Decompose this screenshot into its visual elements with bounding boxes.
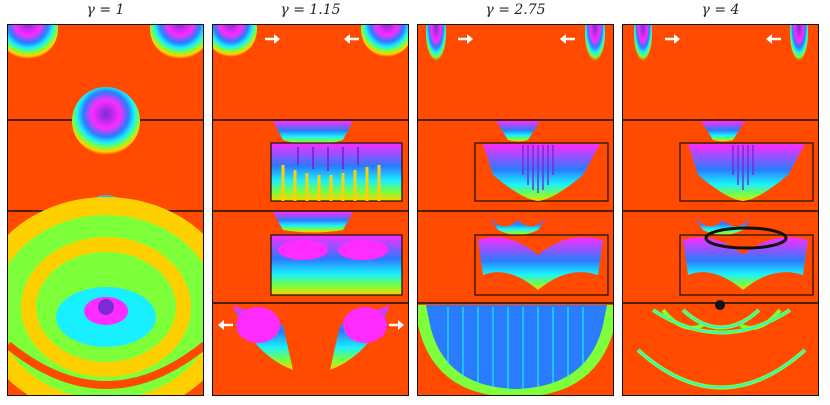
arrow-left-icon [560, 34, 575, 44]
column-label-gamma-4: γ = 4 [701, 2, 740, 18]
arrow-left-icon [766, 34, 781, 44]
panel-gamma-2-75 [417, 24, 614, 396]
arrow-left-icon [344, 34, 359, 44]
panel-gamma-4 [622, 24, 819, 396]
panel-gamma-1-15 [212, 24, 409, 396]
arrow-right-icon [265, 34, 280, 44]
arrow-right-icon [665, 34, 680, 44]
arrow-left-icon [218, 320, 233, 330]
arrow-right-icon [389, 320, 404, 330]
arrow-right-icon [458, 34, 473, 44]
column-label-gamma-1: γ = 1 [86, 2, 125, 18]
panel-gamma-1 [7, 24, 204, 396]
column-label-gamma-2-75: γ = 2.75 [485, 2, 546, 18]
column-label-gamma-1-15: γ = 1.15 [280, 2, 341, 18]
panel-row-4 [8, 197, 203, 395]
panel-row-1 [8, 25, 203, 59]
